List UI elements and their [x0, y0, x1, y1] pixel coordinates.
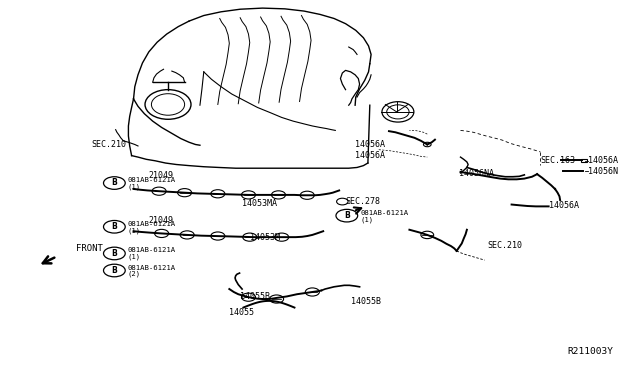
Text: B: B	[111, 178, 117, 187]
Bar	[580, 158, 587, 161]
Text: (1): (1)	[128, 183, 141, 190]
Text: SEC.163: SEC.163	[540, 156, 575, 165]
Text: SEC.210: SEC.210	[487, 241, 522, 250]
Text: R211003Y: R211003Y	[568, 347, 614, 356]
Text: 14056A: 14056A	[588, 156, 618, 165]
Text: 14053M: 14053M	[250, 232, 280, 242]
Text: 14053MA: 14053MA	[242, 199, 277, 208]
Text: SEC.278: SEC.278	[346, 197, 381, 206]
Text: 081AB-6121A: 081AB-6121A	[360, 210, 408, 216]
Text: (1): (1)	[360, 216, 373, 222]
Text: 081AB-6121A: 081AB-6121A	[128, 264, 176, 270]
Text: 14055B: 14055B	[240, 292, 270, 301]
Text: 14056NA: 14056NA	[460, 169, 494, 177]
Text: B: B	[111, 266, 117, 275]
Text: 14055: 14055	[229, 308, 254, 317]
Text: (1): (1)	[128, 227, 141, 234]
Text: SEC.210: SEC.210	[92, 140, 126, 149]
Text: 14056N: 14056N	[588, 167, 618, 176]
Text: B: B	[344, 211, 349, 220]
Text: 14056A: 14056A	[355, 140, 385, 149]
Circle shape	[424, 142, 431, 147]
Text: (1): (1)	[128, 254, 141, 260]
Text: B: B	[111, 248, 117, 257]
Text: B: B	[111, 222, 117, 231]
Text: 21049: 21049	[149, 171, 174, 180]
Text: 21049: 21049	[149, 216, 174, 225]
Text: 081AB-6121A: 081AB-6121A	[128, 221, 176, 227]
Text: 081AB-6121A: 081AB-6121A	[128, 177, 176, 183]
Text: (2): (2)	[128, 271, 141, 278]
Text: 081AB-6121A: 081AB-6121A	[128, 247, 176, 253]
Text: 14056A: 14056A	[548, 201, 579, 210]
Text: 14055B: 14055B	[351, 297, 381, 306]
Text: FRONT: FRONT	[76, 244, 103, 253]
Text: 14056A: 14056A	[355, 151, 385, 160]
